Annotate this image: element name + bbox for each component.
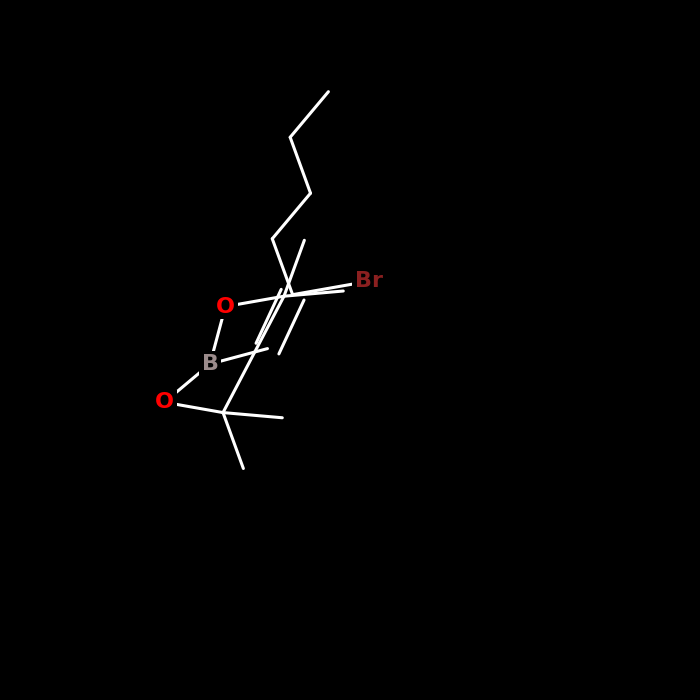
Text: B: B	[202, 354, 218, 374]
Text: O: O	[216, 297, 235, 316]
Text: Br: Br	[355, 271, 383, 291]
Text: O: O	[155, 392, 174, 412]
